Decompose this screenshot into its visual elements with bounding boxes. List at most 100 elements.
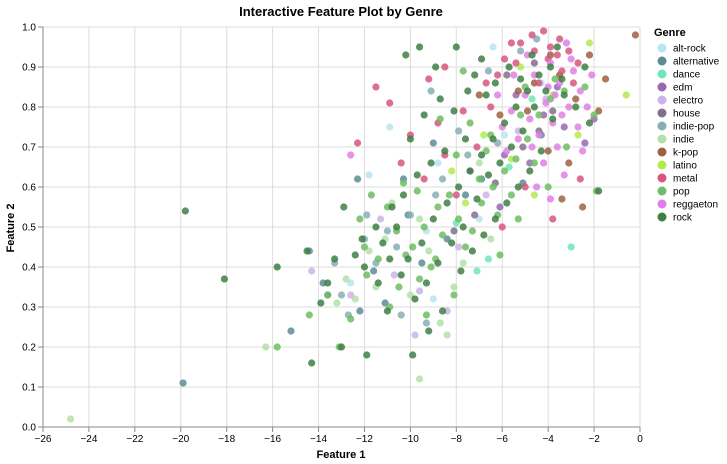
data-point <box>581 139 589 147</box>
data-point <box>521 183 529 191</box>
data-point <box>544 183 552 191</box>
data-point <box>560 91 568 99</box>
chart-title: Interactive Feature Plot by Genre <box>239 4 443 19</box>
data-point <box>331 255 339 263</box>
data-point <box>356 215 364 223</box>
data-point <box>452 191 460 199</box>
data-point <box>549 215 557 223</box>
x-axis-title: Feature 1 <box>317 449 366 461</box>
data-point <box>475 91 483 99</box>
data-point <box>262 343 270 351</box>
data-point <box>425 75 433 83</box>
x-tick-label: −8 <box>451 434 463 445</box>
x-tick-label: 0 <box>637 434 643 445</box>
y-tick-label: 0.7 <box>22 143 36 154</box>
data-point <box>360 263 369 271</box>
data-point <box>565 47 573 55</box>
data-point <box>397 271 405 279</box>
data-point <box>273 263 281 271</box>
data-point <box>556 35 564 43</box>
data-point <box>432 191 440 199</box>
data-point <box>397 159 405 167</box>
data-point <box>415 375 424 383</box>
data-point <box>503 199 511 207</box>
data-point <box>491 79 499 87</box>
data-point <box>530 59 538 67</box>
data-point <box>560 171 568 179</box>
data-point <box>455 127 463 135</box>
data-point <box>337 343 346 351</box>
x-tick-label: −24 <box>80 434 97 445</box>
data-point <box>500 55 509 63</box>
data-point <box>434 159 442 167</box>
legend-swatch <box>657 69 667 79</box>
data-point <box>438 231 447 239</box>
series-rock <box>181 43 603 367</box>
data-point <box>507 191 516 199</box>
legend-swatch <box>657 186 667 196</box>
data-point <box>473 267 481 275</box>
legend-swatch <box>657 56 667 66</box>
data-point <box>535 111 543 119</box>
data-point <box>574 59 582 67</box>
x-tick-label: −4 <box>542 434 554 445</box>
data-point <box>427 159 435 167</box>
data-point <box>388 203 396 211</box>
data-point <box>514 215 522 223</box>
data-point <box>420 175 428 183</box>
data-point <box>436 319 444 327</box>
data-point <box>544 147 552 155</box>
data-point <box>425 247 433 255</box>
data-point <box>461 191 470 199</box>
data-point <box>308 359 316 367</box>
series-latino <box>448 39 630 207</box>
data-point <box>342 275 350 283</box>
data-point <box>370 267 378 275</box>
data-point <box>436 115 444 123</box>
legend-label: indie <box>673 135 695 146</box>
data-point <box>367 191 375 199</box>
data-point <box>415 287 424 295</box>
data-point <box>574 131 582 139</box>
data-point <box>549 115 557 123</box>
data-point <box>374 279 382 287</box>
data-point <box>441 63 449 71</box>
legend-label: pop <box>673 187 690 198</box>
data-point <box>340 203 348 211</box>
data-point <box>459 223 467 231</box>
data-point <box>452 151 460 159</box>
data-point <box>429 139 437 147</box>
data-point <box>376 215 385 223</box>
data-point <box>411 295 419 303</box>
data-point <box>500 131 509 139</box>
data-point <box>450 291 458 299</box>
data-point <box>585 51 594 59</box>
data-point <box>512 59 520 67</box>
data-point <box>353 175 362 183</box>
data-point <box>535 79 543 87</box>
data-point <box>512 103 520 111</box>
data-point <box>553 143 561 151</box>
data-point <box>418 259 426 267</box>
data-point <box>546 43 555 51</box>
data-point <box>402 51 410 59</box>
data-point <box>393 243 401 251</box>
data-point <box>429 215 437 223</box>
data-point <box>480 231 488 239</box>
data-point <box>498 223 506 231</box>
data-point <box>305 311 313 319</box>
series-indie-pop <box>331 35 541 327</box>
legend-label: alternative <box>673 57 720 68</box>
data-point <box>542 87 550 95</box>
data-point <box>363 271 371 279</box>
data-point <box>546 63 555 71</box>
data-point <box>220 275 228 283</box>
data-point <box>517 75 525 83</box>
data-point <box>526 167 534 175</box>
data-point <box>514 135 522 143</box>
x-tick-label: −18 <box>218 434 235 445</box>
y-tick-label: 0.8 <box>22 103 36 114</box>
data-point <box>443 331 451 339</box>
data-point <box>546 195 555 203</box>
